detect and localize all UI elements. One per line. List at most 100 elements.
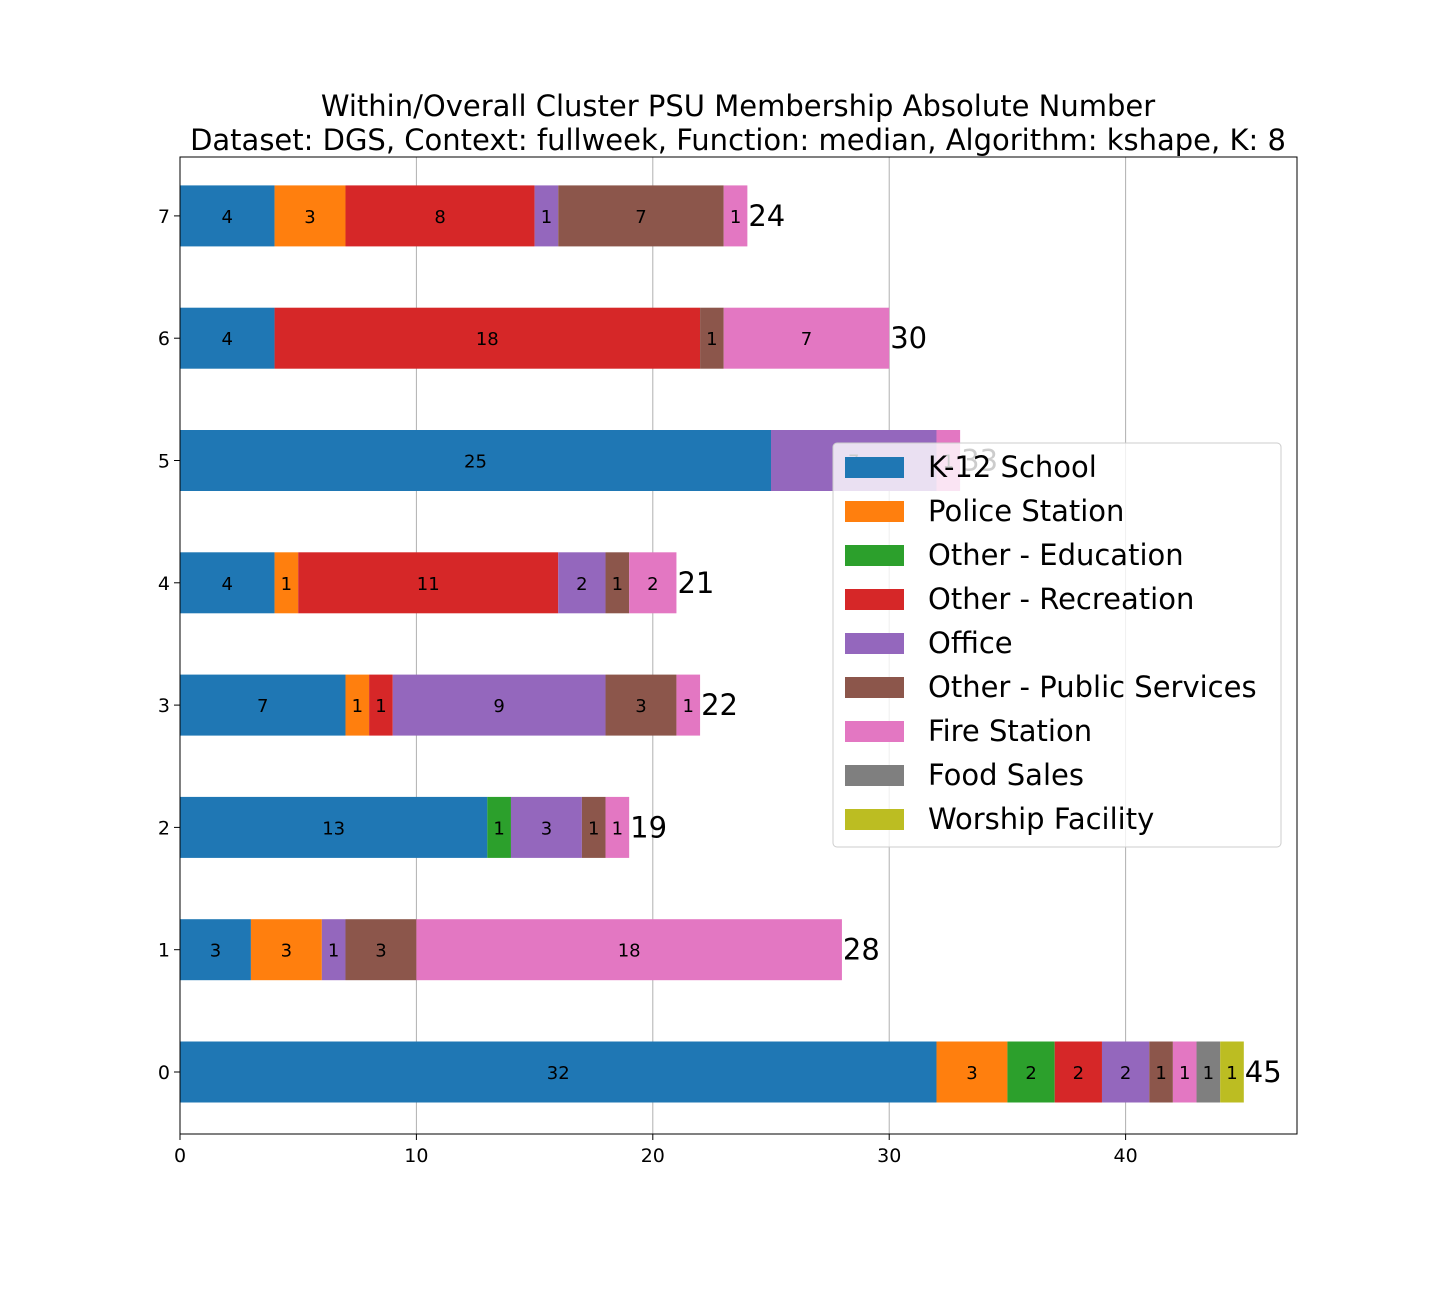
bar-segment xyxy=(1101,1041,1150,1103)
bar-segment xyxy=(274,552,299,614)
segment-value-label: 1 xyxy=(612,818,623,839)
segment-value-label: 1 xyxy=(683,696,694,717)
segment-value-label: 2 xyxy=(647,574,658,595)
bar-segment xyxy=(676,674,701,736)
segment-value-label: 3 xyxy=(966,1063,977,1084)
segment-value-label: 2 xyxy=(1120,1063,1131,1084)
chart-title: Within/Overall Cluster PSU Membership Ab… xyxy=(321,89,1155,123)
bar-segment xyxy=(558,185,724,247)
segment-value-label: 1 xyxy=(1203,1063,1214,1084)
segment-value-label: 1 xyxy=(612,574,623,595)
bar-segment xyxy=(369,674,393,736)
segment-value-label: 2 xyxy=(576,574,587,595)
bar-total-label: 21 xyxy=(677,566,714,600)
segment-value-label: 1 xyxy=(541,207,552,228)
segment-value-label: 8 xyxy=(434,207,445,228)
bar-total-label: 19 xyxy=(630,810,667,844)
segment-value-label: 1 xyxy=(1179,1063,1190,1084)
segment-value-label: 2 xyxy=(1073,1063,1084,1084)
segment-value-label: 1 xyxy=(588,818,599,839)
bar-segment xyxy=(605,796,630,858)
bar-total-label: 22 xyxy=(701,688,738,722)
bar-segment xyxy=(392,674,606,736)
segment-value-label: 1 xyxy=(281,574,292,595)
bar-segment xyxy=(581,796,606,858)
segment-value-label: 4 xyxy=(222,207,233,228)
bar-segment xyxy=(1149,1041,1173,1103)
chart-subtitle: Dataset: DGS, Context: fullweek, Functio… xyxy=(190,123,1286,157)
segment-value-label: 4 xyxy=(222,574,233,595)
y-tick-label: 1 xyxy=(158,940,170,962)
bar-segment xyxy=(629,552,677,614)
legend-box xyxy=(832,442,1282,848)
bar-segment xyxy=(510,796,582,858)
segment-value-label: 3 xyxy=(541,818,552,839)
bar-segment xyxy=(345,674,370,736)
y-tick-label: 2 xyxy=(158,817,170,839)
legend-swatch xyxy=(845,501,904,522)
bar-segment xyxy=(487,796,511,858)
segment-value-label: 11 xyxy=(417,574,440,595)
bar-segment xyxy=(274,185,346,247)
legend-swatch xyxy=(845,765,904,786)
y-tick-label: 3 xyxy=(158,695,170,717)
x-tick-label: 30 xyxy=(877,1145,901,1167)
bar-segment xyxy=(321,919,346,981)
segment-value-label: 1 xyxy=(352,696,363,717)
y-tick-label: 5 xyxy=(158,451,170,473)
legend-swatch xyxy=(845,677,904,698)
bar-segment xyxy=(180,307,275,369)
segment-value-label: 3 xyxy=(635,696,646,717)
segment-value-label: 1 xyxy=(706,329,717,350)
bar-segment xyxy=(180,430,772,491)
segment-value-label: 3 xyxy=(210,941,221,962)
legend-label: Other - Public Services xyxy=(928,670,1257,704)
segment-value-label: 1 xyxy=(375,696,386,717)
legend-swatch xyxy=(845,589,904,610)
legend-label: Food Sales xyxy=(928,758,1084,792)
bar-segment xyxy=(180,1041,937,1103)
bar-segment xyxy=(1220,1041,1244,1103)
segment-value-label: 1 xyxy=(730,207,741,228)
segment-value-label: 4 xyxy=(222,329,233,350)
bar-segment xyxy=(1196,1041,1221,1103)
segment-value-label: 1 xyxy=(328,941,339,962)
segment-value-label: 7 xyxy=(635,207,646,228)
legend-swatch xyxy=(845,633,904,654)
x-tick-label: 20 xyxy=(641,1145,665,1167)
bar-segment xyxy=(936,1041,1008,1103)
legend-label: Other - Recreation xyxy=(928,582,1194,616)
legend-swatch xyxy=(845,457,904,478)
bar-segment xyxy=(1172,1041,1197,1103)
bar-segment xyxy=(605,674,677,736)
legend-label: Office xyxy=(928,626,1013,660)
bar-segment xyxy=(180,796,488,858)
legend-label: Worship Facility xyxy=(928,802,1154,836)
segment-value-label: 13 xyxy=(322,818,345,839)
segment-value-label: 3 xyxy=(304,207,315,228)
legend-label: K-12 School xyxy=(928,450,1097,484)
bar-segment xyxy=(180,674,346,736)
legend-label: Other - Education xyxy=(928,538,1184,572)
bar-segment xyxy=(345,185,535,247)
segment-value-label: 32 xyxy=(547,1063,570,1084)
segment-value-label: 2 xyxy=(1025,1063,1036,1084)
segment-value-label: 1 xyxy=(493,818,504,839)
legend: K-12 School Police Station Other - Educati… xyxy=(832,442,1282,848)
segment-value-label: 1 xyxy=(1226,1063,1237,1084)
bar-segment xyxy=(605,552,630,614)
x-tick-label: 0 xyxy=(174,1145,186,1167)
bar-segment xyxy=(723,185,748,247)
x-tick-label: 10 xyxy=(404,1145,428,1167)
bar-segment xyxy=(274,307,701,369)
bar-segment xyxy=(250,919,322,981)
bar-segment xyxy=(558,552,606,614)
y-tick-label: 4 xyxy=(158,573,170,595)
y-tick-label: 0 xyxy=(158,1062,170,1084)
y-tick-label: 6 xyxy=(158,328,170,350)
segment-value-label: 25 xyxy=(464,452,487,473)
legend-swatch xyxy=(845,545,904,566)
legend-label: Police Station xyxy=(928,494,1124,528)
